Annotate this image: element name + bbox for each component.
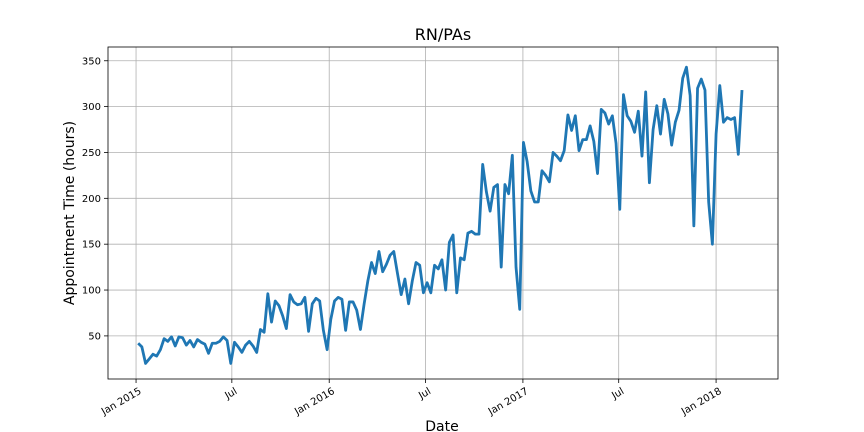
x-tick-label: Jan 2017 (486, 386, 531, 418)
y-axis-label: Appointment Time (hours) (62, 121, 78, 305)
x-tick-label: Jul (223, 386, 240, 402)
y-tick-label: 50 (88, 331, 101, 342)
x-axis-label: Date (425, 419, 458, 432)
y-tick-label: 350 (82, 56, 101, 67)
y-tick-label: 200 (82, 194, 101, 205)
x-tick-label: Jan 2016 (292, 386, 337, 418)
x-tick-label: Jul (416, 386, 433, 402)
x-tick-label: Jan 2015 (99, 386, 144, 418)
y-tick-label: 300 (82, 102, 101, 113)
y-tick-label: 250 (82, 148, 101, 159)
data-line (137, 65, 744, 365)
y-tick-label: 150 (82, 240, 101, 251)
x-tick-label: Jul (609, 386, 626, 402)
chart-title: RN/PAs (415, 25, 471, 44)
x-tick-label: Jan 2018 (679, 386, 724, 418)
plot-frame (107, 46, 779, 380)
y-tick-label: 100 (82, 286, 101, 297)
